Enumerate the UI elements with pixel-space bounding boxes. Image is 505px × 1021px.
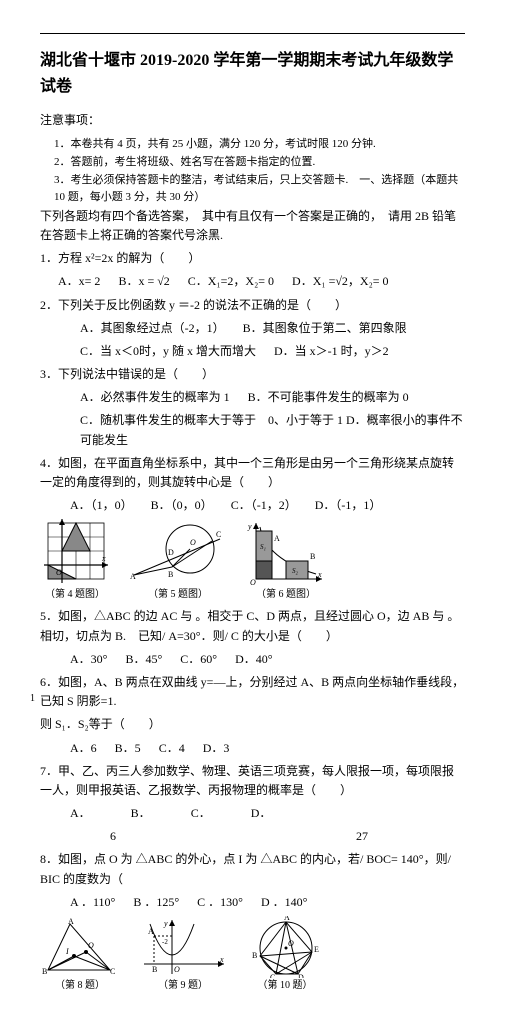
svg-text:x: x <box>101 554 106 563</box>
svg-text:A: A <box>68 918 74 926</box>
q4-opt-c: C．（-1，2） <box>231 496 297 515</box>
q2-line-b: B．其图象位于第二、第四象限 <box>243 319 407 338</box>
q8-opt-a: A ．110° <box>70 893 115 912</box>
q1-opt-a: A．x= 2 <box>58 272 100 291</box>
q3-line-cd: C．随机事件发生的概率大于等于 0、小于等于 1 D．概率很小的事件不可能发生 <box>80 411 465 449</box>
svg-text:A: A <box>130 572 136 581</box>
q3-line-b: B．不可能事件发生的概率为 0 <box>248 388 409 407</box>
q6-opt-d: D．3 <box>203 739 230 758</box>
fig4-caption: （第 4 题图） <box>40 587 110 603</box>
q8-opt-b: B ．125° <box>133 893 179 912</box>
svg-text:O: O <box>288 939 294 948</box>
fig9-svg: A B O x y -2 <box>138 916 228 978</box>
q7-opt-b: B． <box>131 804 151 823</box>
note-1: 1．本卷共有 4 页，共有 25 小题，满分 120 分，考试时限 120 分钟… <box>54 136 465 154</box>
svg-text:C: C <box>110 967 115 976</box>
fig5-svg: A B O C D <box>128 519 228 587</box>
svg-text:O: O <box>174 965 180 974</box>
fig4-svg: O x <box>40 519 110 587</box>
fig4-wrap: O x （第 4 题图） <box>40 519 110 603</box>
q6-stem2: 则 S₁．S₂等于（ ） <box>40 715 465 734</box>
q7-l2-3: 27 <box>356 827 368 846</box>
svg-text:x: x <box>219 955 224 964</box>
q7-opt-d: D． <box>251 804 272 823</box>
fig6-svg: O A B S₁ S₂ x y <box>246 519 326 587</box>
svg-text:x: x <box>317 570 322 579</box>
q1-opt-d: D．X₁ =√2，X₂= 0 <box>292 272 389 291</box>
svg-text:O: O <box>88 941 94 950</box>
fig5-caption: （第 5 题图） <box>128 587 228 603</box>
fig9-wrap: A B O x y -2 （第 9 题） <box>138 916 228 994</box>
fig10-svg: A B C D E O <box>246 916 324 978</box>
svg-text:A: A <box>148 927 154 936</box>
q6-opt-c: C．4 <box>159 739 185 758</box>
svg-text:A: A <box>284 916 290 922</box>
q8-opt-d: D ．140° <box>261 893 307 912</box>
q7-opt-c: C． <box>191 804 211 823</box>
svg-text:B: B <box>310 552 315 561</box>
q1-opt-c: C．X₁=2，X₂= 0 <box>188 272 274 291</box>
q5-stem: 5．如图，△ABC 的边 AC 与 。相交于 C、D 两点，且经过圆心 O，边 … <box>40 607 465 645</box>
q5-opt-d: D．40° <box>235 650 272 669</box>
fig8-caption: （第 8 题） <box>40 978 120 994</box>
fig8-wrap: A B C I O （第 8 题） <box>40 918 120 994</box>
q3-stem: 3．下列说法中错误的是（ ） <box>40 365 465 384</box>
fig10-wrap: A B C D E O （第 10 题） <box>246 916 324 994</box>
q5-opt-c: C．60° <box>180 650 217 669</box>
fig9-caption: （第 9 题） <box>138 978 228 994</box>
svg-text:y: y <box>163 919 168 928</box>
svg-text:B: B <box>42 967 47 976</box>
svg-text:B: B <box>152 965 157 974</box>
top-rule <box>40 33 465 34</box>
page-number: 1 <box>30 691 35 707</box>
q7-stem: 7．甲、乙、丙三人参加数学、物理、英语三项竞赛，每人限报一项，每项限报一人，则甲… <box>40 762 465 800</box>
q2-line-d: D．当 x＞-1 时，y＞2 <box>274 342 389 361</box>
svg-text:D: D <box>168 548 174 557</box>
notes-header: 注意事项： <box>40 111 465 130</box>
svg-text:E: E <box>314 945 319 954</box>
svg-text:S₂: S₂ <box>292 567 299 575</box>
fig8-svg: A B C I O <box>40 918 120 978</box>
q2-line-a: A．其图象经过点（-2，1） <box>80 319 225 338</box>
q4-opt-a: A．（1，0） <box>70 496 133 515</box>
fig6-caption: （第 6 题图） <box>246 587 326 603</box>
svg-text:-2: -2 <box>162 938 168 946</box>
fig6-wrap: O A B S₁ S₂ x y （第 6 题图） <box>246 519 326 603</box>
svg-text:I: I <box>65 947 69 956</box>
q8-opt-c: C ．130° <box>197 893 243 912</box>
q1-stem: 1．方程 x²=2x 的解为（ ） <box>40 249 465 268</box>
q2-stem: 2．下列关于反比例函数 y ＝-2 的说法不正确的是（ ） <box>40 296 465 315</box>
svg-text:B: B <box>252 951 257 960</box>
q4-stem: 4．如图，在平面直角坐标系中，其中一个三角形是由另一个三角形绕某点旋转一定的角度… <box>40 454 465 492</box>
q6-opt-a: A．6 <box>70 739 97 758</box>
fig5-wrap: A B O C D （第 5 题图） <box>128 519 228 603</box>
q4-opt-d: D．（-1，1） <box>315 496 382 515</box>
choice-intro: 下列各题均有四个备选答案， 其中有且仅有一个答案是正确的， 请用 2B 铅笔在答… <box>40 207 465 245</box>
q5-opt-a: A．30° <box>70 650 107 669</box>
q6-stem: 6．如图，A、B 两点在双曲线 y=—上，分别经过 A、B 两点向坐标轴作垂线段… <box>40 673 465 711</box>
q3-line-a: A．必然事件发生的概率为 1 <box>80 388 230 407</box>
title: 湖北省十堰市 2019-2020 学年第一学期期末考试九年级数学试卷 <box>40 48 465 99</box>
note-3: 3．考生必须保持答题卡的整洁，考试结束后，只上交答题卡. 一、选择题（本题共 1… <box>54 172 465 207</box>
q5-opt-b: B．45° <box>125 650 162 669</box>
svg-text:y: y <box>247 522 252 531</box>
svg-text:C: C <box>216 530 221 539</box>
svg-text:S₁: S₁ <box>260 543 266 551</box>
svg-text:O: O <box>190 538 196 547</box>
q1-opt-b: B．x = √2 <box>118 272 169 291</box>
svg-text:O: O <box>250 578 256 587</box>
note-2: 2．答题前，考生将班级、姓名写在答题卡指定的位置. <box>54 154 465 172</box>
q7-opt-a: A． <box>70 804 91 823</box>
q6-opt-b: B．5 <box>115 739 141 758</box>
q4-opt-b: B．（0，0） <box>151 496 213 515</box>
q8-stem: 8．如图，点 O 为 △ABC 的外心，点 I 为 △ABC 的内心，若/ BO… <box>40 850 465 888</box>
svg-text:B: B <box>168 570 173 579</box>
svg-text:A: A <box>274 534 280 543</box>
svg-text:O: O <box>56 568 62 577</box>
fig10-caption: （第 10 题） <box>246 978 324 994</box>
q7-l2-1: 6 <box>110 827 116 846</box>
q2-line-c: C．当 x＜0时，y 随 x 增大而增大 <box>80 342 256 361</box>
